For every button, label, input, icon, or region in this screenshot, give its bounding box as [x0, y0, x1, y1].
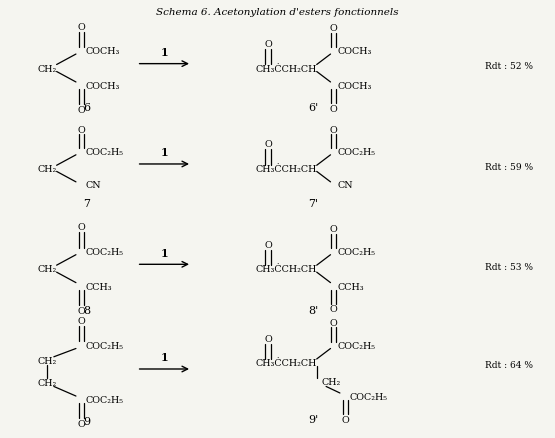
Text: 6: 6 — [83, 103, 90, 113]
Text: CN: CN — [86, 181, 102, 190]
Text: O: O — [78, 306, 85, 315]
Text: COCH₃: COCH₃ — [337, 82, 372, 91]
Text: CH₂: CH₂ — [37, 265, 57, 274]
Text: 8: 8 — [83, 305, 90, 315]
Text: 1: 1 — [160, 147, 168, 158]
Text: CH₂: CH₂ — [37, 164, 57, 173]
Text: COC₂H₅: COC₂H₅ — [337, 148, 376, 157]
Text: Schema 6. Acetonylation d'esters fonctionnels: Schema 6. Acetonylation d'esters fonctio… — [156, 8, 399, 17]
Text: COC₂H₅: COC₂H₅ — [337, 341, 376, 350]
Text: O: O — [330, 104, 337, 113]
Text: 8': 8' — [308, 305, 319, 315]
Text: O: O — [330, 225, 337, 233]
Text: 7: 7 — [83, 199, 90, 209]
Text: COC₂H₅: COC₂H₅ — [86, 247, 124, 256]
Text: O: O — [78, 125, 85, 134]
Text: O: O — [78, 316, 85, 325]
Text: Rdt : 53 %: Rdt : 53 % — [485, 262, 533, 272]
Text: CCH₃: CCH₃ — [337, 282, 364, 291]
Text: O: O — [264, 140, 272, 149]
Text: 9: 9 — [83, 417, 90, 426]
Text: O: O — [330, 125, 337, 134]
Text: COCH₃: COCH₃ — [86, 82, 120, 91]
Text: CN: CN — [337, 181, 354, 190]
Text: Rdt : 52 %: Rdt : 52 % — [485, 62, 533, 71]
Text: CH₂: CH₂ — [321, 377, 340, 386]
Text: CH₂: CH₂ — [37, 378, 57, 387]
Text: 1: 1 — [160, 47, 168, 58]
Text: COCH₃: COCH₃ — [337, 47, 372, 56]
Text: O: O — [330, 25, 337, 33]
Text: CH₂: CH₂ — [37, 356, 57, 365]
Text: O: O — [264, 240, 272, 249]
Text: COC₂H₅: COC₂H₅ — [350, 392, 388, 401]
Text: 1: 1 — [160, 351, 168, 363]
Text: CH₃ĊCH₂CH: CH₃ĊCH₂CH — [255, 265, 317, 274]
Text: 1: 1 — [160, 247, 168, 258]
Text: COC₂H₅: COC₂H₅ — [86, 395, 124, 404]
Text: CCH₃: CCH₃ — [86, 282, 113, 291]
Text: O: O — [264, 40, 272, 49]
Text: O: O — [78, 223, 85, 232]
Text: O: O — [330, 318, 337, 327]
Text: CH₃ĊCH₂CH: CH₃ĊCH₂CH — [255, 358, 317, 367]
Text: 9': 9' — [308, 414, 319, 424]
Text: O: O — [78, 106, 85, 115]
Text: O: O — [330, 304, 337, 314]
Text: CH₃ĊCH₂CH: CH₃ĊCH₂CH — [255, 64, 317, 73]
Text: Rdt : 59 %: Rdt : 59 % — [485, 162, 533, 171]
Text: 6': 6' — [308, 103, 319, 113]
Text: COCH₃: COCH₃ — [86, 47, 120, 56]
Text: 7': 7' — [309, 199, 319, 209]
Text: O: O — [341, 415, 349, 424]
Text: CH₃ĊCH₂CH: CH₃ĊCH₂CH — [255, 164, 317, 173]
Text: Rdt : 64 %: Rdt : 64 % — [485, 360, 533, 369]
Text: O: O — [78, 23, 85, 32]
Text: CH₂: CH₂ — [37, 64, 57, 73]
Text: O: O — [264, 334, 272, 343]
Text: O: O — [78, 420, 85, 428]
Text: COC₂H₅: COC₂H₅ — [337, 247, 376, 256]
Text: COC₂H₅: COC₂H₅ — [86, 148, 124, 157]
Text: COC₂H₅: COC₂H₅ — [86, 341, 124, 350]
